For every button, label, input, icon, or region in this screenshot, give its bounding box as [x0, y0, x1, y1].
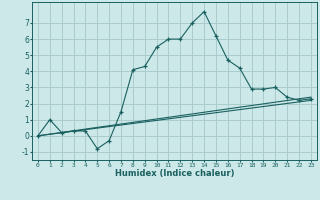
X-axis label: Humidex (Indice chaleur): Humidex (Indice chaleur) [115, 169, 234, 178]
